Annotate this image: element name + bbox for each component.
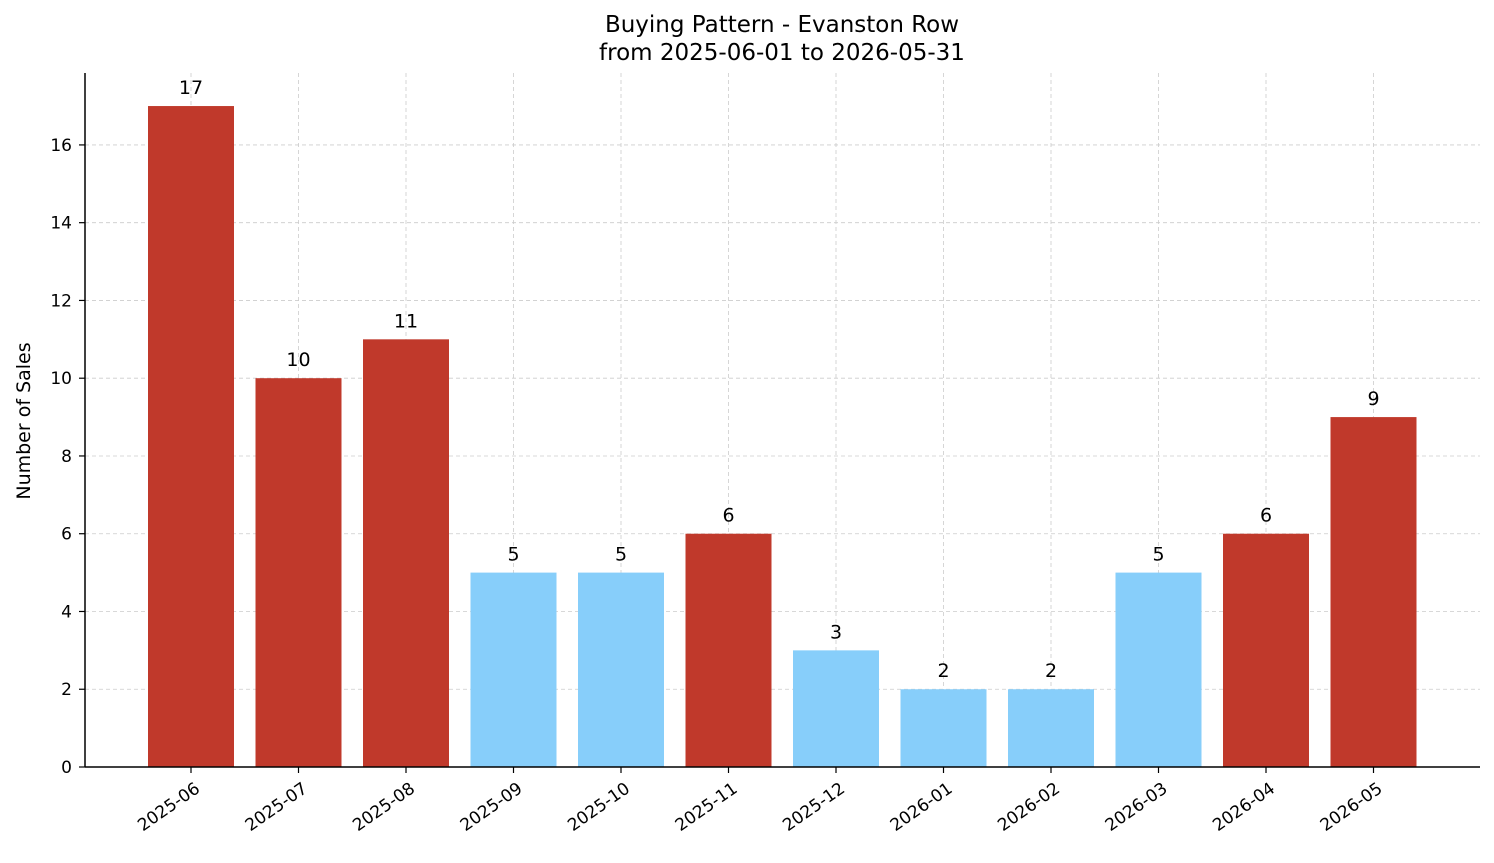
- bar-2025-10: [578, 572, 664, 767]
- y-axis-label: Number of Sales: [13, 342, 35, 499]
- bar-value-label: 5: [1152, 544, 1164, 566]
- y-tick-label: 12: [50, 291, 72, 311]
- bar-value-label: 5: [507, 544, 519, 566]
- y-tick-label: 8: [61, 447, 72, 467]
- x-tick-label: 2026-01: [887, 779, 957, 836]
- y-tick-label: 4: [61, 602, 72, 622]
- x-tick-label: 2025-12: [779, 779, 849, 836]
- x-tick-label: 2025-07: [242, 779, 312, 836]
- bar-value-label: 6: [1260, 505, 1272, 527]
- bar-value-label: 3: [830, 621, 842, 643]
- x-tick-label: 2025-11: [672, 779, 742, 836]
- bar-value-label: 5: [615, 544, 627, 566]
- x-tick-label: 2025-06: [134, 779, 204, 836]
- y-tick-label: 6: [61, 525, 72, 545]
- y-tick-label: 0: [61, 758, 72, 778]
- y-tick-label: 16: [50, 136, 72, 156]
- bars: [148, 106, 1417, 768]
- y-tick-label: 14: [50, 214, 72, 234]
- bar-2026-03: [1115, 572, 1202, 767]
- bar-value-label: 17: [179, 77, 203, 99]
- x-tick-label: 2025-10: [564, 779, 634, 836]
- data-labels: 17 10 11 5 5 6 3 2 2 5 6 9: [179, 77, 1380, 682]
- x-tick-label: 2026-05: [1317, 779, 1387, 836]
- x-tick-label: 2026-04: [1209, 779, 1279, 836]
- bar-2025-09: [470, 572, 557, 767]
- bar-2026-01: [900, 689, 987, 767]
- x-tick-label: 2026-03: [1102, 779, 1172, 836]
- bar-2025-08: [363, 339, 449, 767]
- bar-2025-06: [148, 106, 234, 768]
- chart-subtitle: from 2025-06-01 to 2026-05-31: [599, 40, 965, 66]
- bar-2025-07: [255, 378, 342, 767]
- x-tick-label: 2026-02: [994, 779, 1064, 836]
- bar-value-label: 9: [1367, 388, 1379, 410]
- bar-2026-05: [1330, 417, 1417, 767]
- y-tick-label: 10: [50, 369, 72, 389]
- x-tick-label: 2025-09: [457, 779, 527, 836]
- bar-2025-12: [793, 650, 879, 767]
- bar-value-label: 10: [286, 349, 310, 371]
- bar-value-label: 6: [722, 505, 734, 527]
- bar-value-label: 2: [1045, 660, 1057, 682]
- bar-value-label: 2: [937, 660, 949, 682]
- bar-2026-02: [1008, 689, 1094, 767]
- chart-title-block: Buying Pattern - Evanston Row from 2025-…: [0, 11, 1494, 67]
- bar-2026-04: [1223, 533, 1309, 767]
- y-tick-label: 2: [61, 680, 72, 700]
- bar-value-label: 11: [394, 310, 418, 332]
- x-tick-label: 2025-08: [349, 779, 419, 836]
- bar-2025-11: [685, 533, 772, 767]
- chart-title: Buying Pattern - Evanston Row: [604, 12, 960, 38]
